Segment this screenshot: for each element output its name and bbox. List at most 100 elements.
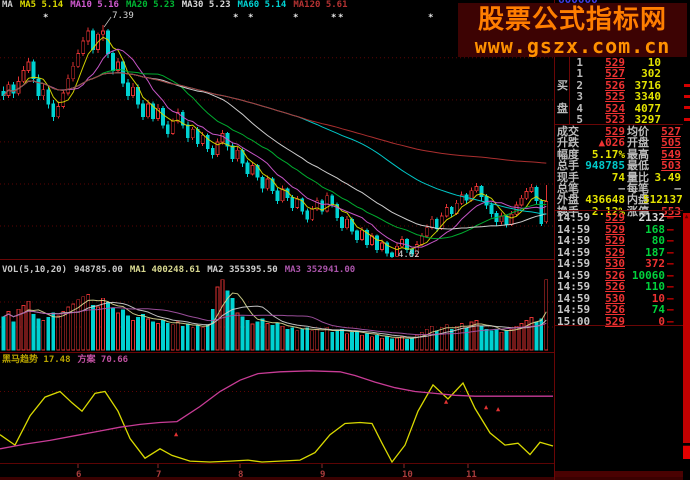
tick-volume: 168 [645,222,665,236]
star-marker: * [248,13,253,23]
quote-label: 总手 [557,159,579,173]
quote-label: 现手 [557,170,579,184]
tick-dash-icon: — [667,303,674,316]
orderbook-level: 1 [576,67,583,81]
quote-row: 外盘 436648 内盘 512137 [555,194,683,206]
star-marker: * [233,13,238,23]
tick-row[interactable]: 15:00 529 0— [555,314,683,328]
ma-legend-item: MA20 5.23 [125,0,175,10]
tick-row[interactable]: 14:59 529 2132— [555,212,683,224]
heat-mark [684,84,690,87]
quote-label: 换手 [557,204,579,218]
tick-row[interactable]: 14:59 529 187— [555,245,683,259]
tick-row[interactable]: 14:59 530 10— [555,291,683,305]
tick-dash-icon: — [667,257,674,270]
tick-volume: 187 [645,245,665,259]
quote-value: 436648 [585,193,625,207]
tick-dash-icon: — [667,234,674,247]
orderbook-price[interactable]: 523 [605,113,625,126]
orderbook-price[interactable]: 527 [605,67,625,81]
tick-time: 14:59 [557,245,591,259]
orderbook-volume: 3340 [634,90,662,104]
tick-time: 14:59 [557,303,591,316]
candles-series [1,25,549,258]
month-ticks: 6 7 8 9 10 11 [76,464,477,480]
tick-row[interactable]: 14:59 526 10060— [555,268,683,282]
quote-value: ▲026 [598,136,626,150]
orderbook-row[interactable]: 3 525 3340 [555,91,683,103]
quote-label: 均价 [627,125,649,138]
tick-dash-icon: — [667,245,674,259]
tick-price: 529 [605,234,625,247]
indicator-legend-item: 黑马趋势 17.48 [2,355,71,365]
tick-price: 526 [605,280,625,293]
heat-mark [684,95,690,98]
orderbook-price[interactable]: 529 [605,56,625,69]
tick-dash-icon: — [667,280,674,293]
quote-row: 总笔 — 每笔 — [555,183,683,195]
orderbook-row[interactable]: 盘 4 524 4077 [555,101,683,115]
orderbook-price[interactable]: 526 [605,78,625,92]
orderbook-volume: 3716 [634,78,662,92]
quote-value: 549 [661,147,681,161]
quote-value: 553 [661,204,681,218]
orderbook-row[interactable]: 1 527 302 [555,68,683,80]
scrollbar-up-icon[interactable]: ▲ [684,213,689,220]
tick-volume: 372 [645,257,665,270]
tick-volume: 2132 [638,211,666,224]
orderbook-level: 4 [576,101,583,115]
tick-row[interactable]: 14:59 530 372— [555,258,683,270]
vol-legend-item: MA2 355395.50 [207,265,278,275]
tick-price: 526 [605,268,625,282]
orderbook-volume: 4077 [634,101,662,115]
quote-label: 总笔 [557,182,579,195]
quote-label: 涨停 [627,204,649,218]
heat-mark [684,106,690,109]
quote-value: — [674,182,681,195]
orderbook-row[interactable]: 买 2 526 3716 [555,78,683,92]
tick-row[interactable]: 14:59 526 74— [555,304,683,316]
tick-row[interactable]: 14:59 529 80— [555,235,683,247]
volume-chart[interactable] [0,262,554,352]
price-annotations: 7.39 4.62 [103,11,420,259]
tick-price: 529 [605,211,625,224]
ad-banner[interactable]: 股票公式指标网 www.gszx.com.cn [458,3,687,57]
quote-value: 503 [661,159,681,173]
tick-time: 14:59 [557,291,591,305]
tick-volume: 80 [651,234,665,247]
scrollbar-thumb[interactable] [683,213,690,443]
tick-time: 15:00 [557,314,591,328]
tick-price: 530 [605,257,625,270]
signal-marker: ▲ [174,430,179,438]
tick-time: 14:59 [557,268,591,282]
quote-value: 512137 [643,193,683,207]
bottom-border [0,477,690,480]
orderbook-row[interactable]: 1 529 10 [555,57,683,69]
scrollbar-handle[interactable] [683,445,690,459]
indicator-legend-item: 方案 70.66 [77,355,129,365]
tick-price: 526 [605,303,625,316]
orderbook-row[interactable]: 5 523 3297 [555,114,683,126]
sidebar-divider [555,325,683,326]
orderbook-price[interactable]: 525 [605,90,625,104]
ma-lines [3,36,547,251]
tick-time: 14:59 [557,257,591,270]
month-label: 11 [466,470,477,480]
low-annotation: 4.62 [398,250,420,259]
star-marker: * [428,13,433,23]
scrollbar[interactable]: ▲ [683,0,690,480]
orderbook-side-label: 买 [557,78,568,92]
tick-row[interactable]: 14:59 529 168— [555,222,683,236]
candlestick-chart[interactable]: *********7.394.62 [0,0,554,259]
tick-price: 529 [605,245,625,259]
quote-label: 开盘 [627,136,649,150]
tick-time: 14:59 [557,280,591,293]
orderbook-price[interactable]: 524 [605,101,625,115]
volume-ma-lines [3,292,547,339]
indicator-chart[interactable]: ▲ ▲ ▲ ▲ [0,354,554,463]
tick-row[interactable]: 14:59 526 110— [555,281,683,293]
orderbook-level: 3 [576,90,583,104]
tick-dash-icon: — [667,268,674,282]
ma-legend-item: MA5 5.14 [19,0,64,10]
quote-row: 成交 529 均价 527 [555,126,683,138]
